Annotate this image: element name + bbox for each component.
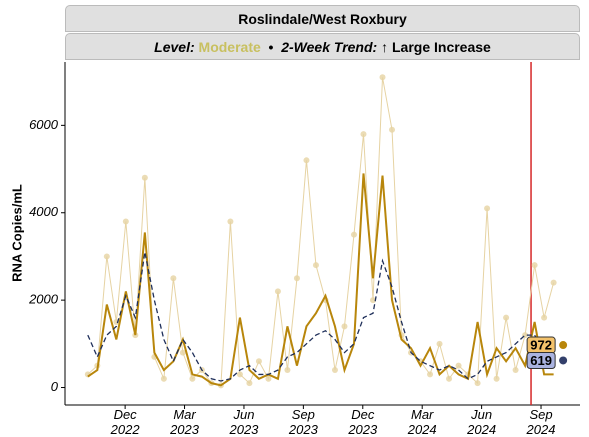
sample-point (341, 323, 348, 330)
sample-point (122, 218, 129, 225)
sample-point (389, 126, 396, 133)
x-tick-label: Jun 2023 (229, 407, 259, 437)
trend: ↑ Large Increase (381, 38, 491, 55)
trend-line (87, 251, 554, 382)
sample-point (550, 279, 557, 286)
sample-point (503, 314, 510, 321)
level: Moderate (198, 38, 261, 55)
sample-point (360, 131, 367, 138)
sample-point (436, 340, 443, 347)
sample-point (274, 288, 281, 295)
sample-point (446, 375, 453, 382)
facet-strip: Roslindale/West Roxbury (65, 5, 580, 32)
sample-point (236, 371, 243, 378)
x-tick-label: Sep 2023 (288, 407, 318, 437)
sample-point (427, 371, 434, 378)
sample-line (87, 77, 555, 386)
sample-point (160, 375, 167, 382)
sample-point (331, 367, 338, 374)
sample-point (379, 74, 386, 81)
sample-point (455, 362, 462, 369)
sample-point (484, 205, 491, 212)
x-tick-label: Mar 2024 (407, 407, 437, 437)
sample-point (541, 314, 548, 321)
sample-point (370, 297, 377, 304)
y-tick-label: 0 (51, 379, 59, 394)
sample-point (103, 253, 110, 260)
latest-label: 619 (530, 353, 552, 368)
y-tick-label: 4000 (29, 204, 59, 219)
title: Roslindale/West Roxbury (238, 10, 407, 27)
status-strip: Level: Moderate • 2-Week Trend: ↑ Large … (65, 33, 580, 60)
trend-label: 2-Week Trend: (281, 38, 378, 55)
sample-point (227, 218, 234, 225)
sample-point (141, 174, 148, 181)
sample-point (493, 375, 500, 382)
sample-point (293, 275, 300, 282)
latest-label: 972 (530, 337, 552, 352)
sample-point (303, 157, 310, 164)
sample-point (284, 367, 291, 374)
x-tick-label: Jun 2024 (467, 407, 497, 437)
y-tick-label: 2000 (28, 292, 59, 307)
level-label: Level: (154, 38, 195, 55)
sample-point (189, 375, 196, 382)
sample-point (255, 358, 262, 365)
x-tick-label: Mar 2023 (170, 407, 199, 437)
sample-point (246, 380, 253, 387)
latest-dot (559, 341, 568, 350)
smooth-line (87, 173, 554, 387)
sample-point (531, 262, 538, 269)
sample-point (265, 375, 272, 382)
sample-point (474, 380, 481, 387)
x-tick-label: Dec 2022 (110, 407, 140, 437)
sample-point (312, 262, 319, 269)
y-tick-label: 6000 (29, 117, 59, 132)
sample-point (350, 231, 357, 238)
separator: • (268, 38, 274, 55)
x-tick-label: Dec 2023 (348, 407, 378, 437)
latest-dot (559, 356, 568, 365)
sample-point (170, 275, 177, 282)
latest-box (526, 351, 556, 369)
sample-point (179, 349, 186, 356)
x-tick-label: Sep 2024 (526, 407, 556, 437)
y-axis-label: RNA Copies/mL (9, 184, 24, 282)
sample-point (512, 367, 519, 374)
